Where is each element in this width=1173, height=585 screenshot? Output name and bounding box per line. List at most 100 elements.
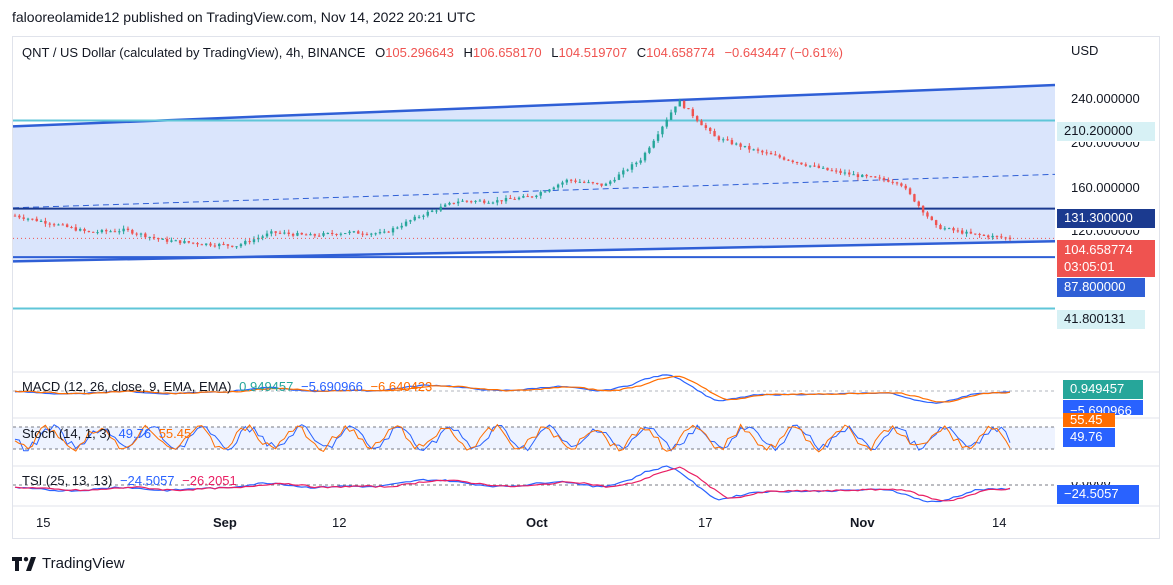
candle-body xyxy=(348,231,351,234)
y-tick-120: 120.000000 xyxy=(1071,223,1140,238)
candle-body xyxy=(778,155,781,158)
candle-body xyxy=(582,181,586,183)
macd-tag-top: 0.949457 xyxy=(1063,380,1143,399)
high-key: H xyxy=(463,45,473,60)
candle-body xyxy=(535,195,538,197)
candle-body xyxy=(239,244,243,247)
candle-body xyxy=(617,174,621,180)
candle-body xyxy=(48,223,51,225)
candle-body xyxy=(426,211,429,216)
macd-line-value: −5.690966 xyxy=(301,379,363,394)
candle-body xyxy=(352,231,356,233)
candle-body xyxy=(743,145,747,147)
last-price: 104.658774 xyxy=(1064,242,1133,257)
candle-body xyxy=(961,230,964,234)
candle-body xyxy=(209,243,212,246)
candle-body xyxy=(144,233,147,238)
candle-body xyxy=(804,164,807,166)
candle-body xyxy=(517,197,521,200)
candle-body xyxy=(817,165,821,168)
candle-body xyxy=(522,196,525,198)
candle-body xyxy=(991,235,994,238)
candle-body xyxy=(96,232,99,234)
stoch-k-line xyxy=(14,424,1011,452)
symbol-legend: QNT / US Dollar (calculated by TradingVi… xyxy=(22,45,843,60)
candle-body xyxy=(148,236,151,238)
candle-body xyxy=(74,227,78,231)
candle-body xyxy=(808,165,812,167)
candle-body xyxy=(204,243,208,245)
candle-body xyxy=(604,183,608,186)
candle-body xyxy=(678,100,681,107)
candle-body xyxy=(65,224,69,227)
currency-label: USD xyxy=(1071,43,1099,58)
candle-body xyxy=(400,225,403,228)
open-key: O xyxy=(375,45,386,60)
high-value: 106.658170 xyxy=(472,45,542,60)
candle-body xyxy=(1000,236,1003,238)
candle-body xyxy=(57,224,60,226)
candle-body xyxy=(365,234,369,236)
candle-body xyxy=(265,233,269,237)
candle-body xyxy=(722,139,725,141)
candle-body xyxy=(361,233,364,235)
candle-body xyxy=(713,131,716,137)
candle-body xyxy=(830,170,834,172)
candle-body xyxy=(569,179,573,181)
candle-body xyxy=(439,206,443,211)
candle-body xyxy=(543,191,547,193)
candle-body xyxy=(908,188,912,195)
candle-body xyxy=(865,174,868,177)
candle-body xyxy=(387,231,390,233)
candle-body xyxy=(591,182,595,184)
candle-body xyxy=(152,236,156,239)
low-key: L xyxy=(551,45,559,60)
candle-body xyxy=(404,221,408,226)
candle-body xyxy=(13,215,17,217)
candle-body xyxy=(165,238,169,242)
candle-body xyxy=(952,228,955,231)
candle-body xyxy=(748,145,751,150)
x-label-12: 12 xyxy=(332,515,347,530)
candle-body xyxy=(665,119,668,127)
candle-body xyxy=(178,240,182,244)
candle-body xyxy=(213,245,217,247)
candle-body xyxy=(561,182,564,185)
candle-body xyxy=(22,217,25,219)
candle-body xyxy=(987,235,990,238)
candle-body xyxy=(252,239,256,243)
candle-body xyxy=(222,243,225,245)
candle-body xyxy=(278,232,282,234)
stoch-tag-bottom: 49.76 xyxy=(1063,428,1115,447)
stoch-d-value: 55.45 xyxy=(158,426,192,441)
candle-body xyxy=(852,174,855,176)
stoch-label: Stoch (14, 1, 3) xyxy=(22,426,111,441)
channel-upper-line xyxy=(12,83,1056,128)
tradingview-footer[interactable]: TradingView xyxy=(12,555,125,572)
candle-body xyxy=(378,232,382,234)
candle-body xyxy=(639,160,642,163)
candle-body xyxy=(513,198,516,200)
candle-body xyxy=(504,198,508,202)
close-value: 104.658774 xyxy=(646,45,715,60)
x-label-14: 14 xyxy=(992,515,1007,530)
candle-body xyxy=(761,150,764,153)
candle-body xyxy=(157,238,160,240)
tsi-value: −24.5057 xyxy=(119,473,175,488)
candle-body xyxy=(635,162,638,165)
candle-body xyxy=(370,233,373,235)
candle-body xyxy=(105,230,108,232)
candle-body xyxy=(218,243,221,247)
candle-body xyxy=(257,237,260,240)
candle-body xyxy=(474,200,477,202)
x-label-nov: Nov xyxy=(850,515,875,530)
candle-body xyxy=(609,181,612,184)
candle-body xyxy=(787,159,790,161)
candle-body xyxy=(396,227,399,229)
candle-body xyxy=(118,231,121,233)
candle-body xyxy=(674,106,677,113)
x-label-17: 17 xyxy=(698,515,713,530)
candle-body xyxy=(131,229,134,234)
stoch-tag-top: 55.45 xyxy=(1063,413,1115,427)
